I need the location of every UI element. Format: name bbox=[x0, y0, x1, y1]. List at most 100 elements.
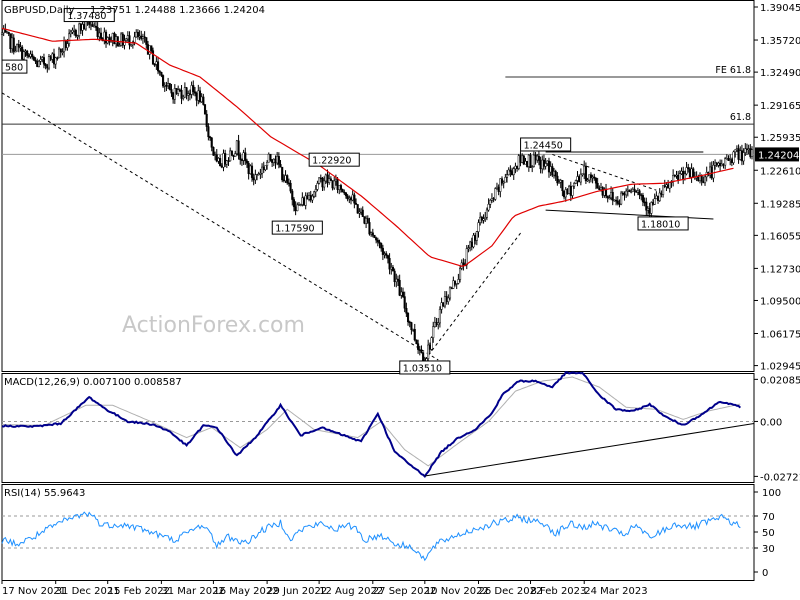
candle-body bbox=[24, 50, 27, 53]
candle-body bbox=[172, 92, 175, 100]
candle-body bbox=[306, 195, 309, 200]
candle-body bbox=[433, 322, 436, 327]
candle-body bbox=[673, 175, 676, 177]
candle-body bbox=[178, 89, 181, 91]
candle-body bbox=[418, 349, 421, 351]
candle-body bbox=[281, 166, 284, 181]
rsi-label: RSI(14) 55.9643 bbox=[4, 488, 85, 499]
candle-body bbox=[521, 155, 524, 163]
candle-body bbox=[316, 183, 319, 190]
candle-body bbox=[720, 163, 723, 167]
candle-body bbox=[130, 44, 133, 47]
candle-body bbox=[682, 170, 685, 180]
candle-body bbox=[217, 158, 220, 162]
macd-main-line bbox=[1, 371, 742, 478]
candle-body bbox=[739, 150, 742, 160]
candle-body bbox=[239, 154, 242, 160]
candle-body bbox=[81, 24, 84, 31]
candle-body bbox=[123, 40, 126, 46]
candle-body bbox=[214, 154, 217, 156]
x-tick-label: 27 Sep 2022 bbox=[373, 586, 436, 597]
candle-body bbox=[459, 268, 462, 280]
candle-body bbox=[146, 44, 150, 55]
candle-body bbox=[430, 337, 433, 350]
candle-body bbox=[688, 168, 691, 178]
candle-body bbox=[96, 27, 99, 37]
annotation-box bbox=[308, 152, 360, 167]
candle-body bbox=[591, 176, 594, 179]
candle-body bbox=[209, 136, 212, 139]
candle-body bbox=[400, 291, 403, 296]
price-tick-label: 1.06175 bbox=[760, 330, 800, 341]
candle-body bbox=[197, 90, 200, 101]
candle-body bbox=[138, 35, 141, 38]
price-annotation: 1.18010 bbox=[637, 216, 689, 231]
candle-body bbox=[296, 204, 299, 212]
candle-body bbox=[495, 186, 499, 189]
candle-body bbox=[428, 344, 431, 350]
candle-body bbox=[294, 206, 297, 212]
candle-body bbox=[559, 180, 562, 183]
x-tick-label: 15 Feb 2022 bbox=[108, 586, 170, 597]
candle-body bbox=[118, 45, 121, 47]
candle-body bbox=[635, 191, 638, 193]
candle-body bbox=[155, 61, 158, 65]
ema55-line bbox=[1, 27, 734, 267]
candle-body bbox=[618, 203, 621, 205]
candle-body bbox=[339, 185, 342, 190]
candle-body bbox=[32, 56, 35, 61]
annotation-label: 1.37480 bbox=[67, 11, 106, 22]
candle-body bbox=[687, 167, 690, 170]
candle-body bbox=[610, 192, 613, 198]
macd-tick-label: 0.020858 bbox=[760, 375, 800, 386]
candle-body bbox=[167, 83, 170, 86]
candle-body bbox=[242, 152, 245, 161]
rsi-tick-label: 50 bbox=[762, 528, 775, 539]
candle-body bbox=[568, 185, 571, 194]
candle-body bbox=[0, 32, 4, 35]
candle-body bbox=[467, 247, 470, 249]
candle-body bbox=[192, 85, 195, 92]
candle-body bbox=[677, 174, 680, 181]
candle-body bbox=[680, 170, 683, 174]
candle-body bbox=[309, 195, 312, 201]
candle-body bbox=[304, 195, 307, 206]
candle-body bbox=[324, 174, 327, 182]
candle-body bbox=[111, 33, 114, 41]
candle-body bbox=[584, 165, 587, 182]
candle-body bbox=[487, 203, 490, 211]
candle-body bbox=[319, 177, 322, 180]
candle-body bbox=[52, 53, 56, 65]
candle-body bbox=[376, 239, 379, 243]
macd-trendline bbox=[424, 422, 755, 477]
candle-body bbox=[608, 197, 611, 199]
candle-body bbox=[437, 322, 440, 325]
candle-body bbox=[343, 191, 346, 194]
candle-body bbox=[323, 180, 326, 188]
candle-body bbox=[314, 189, 317, 193]
candle-body bbox=[417, 343, 420, 350]
candle-body bbox=[539, 160, 542, 170]
candle-body bbox=[235, 140, 238, 154]
candle-body bbox=[581, 173, 584, 176]
candle-body bbox=[57, 48, 61, 59]
candle-body bbox=[156, 61, 160, 72]
x-tick-label: 29 Jun 2022 bbox=[267, 586, 327, 597]
candle-body bbox=[667, 184, 670, 189]
candle-body bbox=[287, 182, 290, 185]
candle-body bbox=[26, 50, 29, 56]
candle-body bbox=[390, 266, 393, 270]
candle-body bbox=[742, 152, 745, 162]
candle-body bbox=[529, 154, 532, 168]
x-tick-label: 31 Dec 2021 bbox=[56, 586, 120, 597]
candle-body bbox=[475, 231, 478, 241]
candle-body bbox=[662, 185, 665, 195]
candle-body bbox=[675, 174, 678, 177]
candle-body bbox=[245, 160, 249, 164]
candle-body bbox=[750, 149, 754, 157]
candle-body bbox=[623, 192, 626, 196]
candle-body bbox=[224, 153, 227, 165]
candle-body bbox=[299, 204, 302, 206]
candle-body bbox=[225, 160, 228, 165]
